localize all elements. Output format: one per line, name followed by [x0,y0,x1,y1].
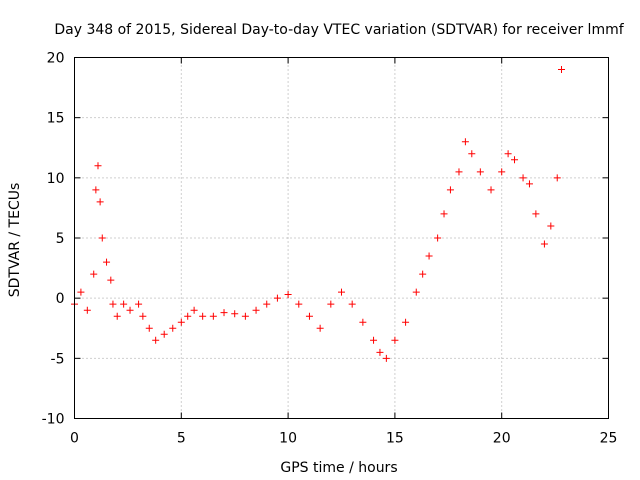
data-point [126,306,134,314]
data-point [220,309,228,317]
data-point [77,288,85,296]
x-tick-label: 5 [177,431,186,447]
data-point [519,174,527,182]
data-point [94,162,102,170]
data-point [412,288,420,296]
data-point [305,312,313,320]
data-point [231,310,239,318]
data-point [525,180,533,188]
data-point [446,186,454,194]
data-point [359,318,367,326]
data-series [71,66,566,362]
data-point [145,324,153,332]
data-point [455,168,463,176]
grid-lines [74,57,609,419]
data-point [338,288,345,296]
y-tick-label: 10 [47,171,65,187]
data-point [382,354,390,362]
x-tick-label: 20 [493,431,511,447]
data-point [169,324,177,332]
x-axis-label: GPS time / hours [280,460,397,476]
x-tick-label: 10 [279,431,297,447]
data-point [120,300,128,308]
data-point [98,234,106,242]
data-point [160,330,168,338]
y-tick-label: 20 [47,51,65,67]
data-point [107,276,115,284]
data-point [177,318,185,326]
data-point [402,318,410,326]
data-point [284,291,292,299]
data-point [440,210,448,218]
data-point [190,306,198,314]
data-point [498,168,506,176]
data-point [504,150,512,158]
data-point [468,150,476,158]
data-point [252,306,260,314]
x-tick-label: 25 [600,431,618,447]
data-point [327,300,335,308]
data-point [103,258,111,266]
data-point [540,240,548,248]
data-point [113,312,121,320]
data-point [109,300,117,308]
data-point [263,300,271,308]
y-axis-label: SDTVAR / TECUs [7,183,23,298]
chart-title: Day 348 of 2015, Sidereal Day-to-day VTE… [54,22,624,38]
data-point [434,234,442,242]
y-tick-label: -10 [42,412,65,428]
data-point [96,198,104,206]
y-tick-label: 5 [56,231,65,247]
data-point [370,336,378,344]
data-point [241,312,249,320]
x-tick-label: 0 [70,431,79,447]
y-tick-label: 15 [47,111,65,127]
data-point [476,168,484,176]
y-tick-label: 0 [56,291,65,307]
data-point [209,312,217,320]
data-point [553,174,561,182]
data-point [425,252,433,260]
data-point [139,312,147,320]
data-point [511,156,519,164]
data-point [83,306,91,314]
y-tick-label: -5 [51,351,65,367]
data-point [419,270,427,278]
data-point [487,186,495,194]
data-point [90,270,98,278]
data-point [376,348,384,356]
data-point [92,186,100,194]
data-point [295,300,303,308]
tick-labels: 0 5 10 15 20 25 -10 -5 0 5 10 15 20 [42,51,618,447]
data-point [199,312,207,320]
data-point [135,300,143,308]
data-point [547,222,555,230]
x-tick-label: 15 [386,431,404,447]
data-point [273,294,281,302]
data-point [461,138,469,146]
data-point [348,300,356,308]
data-point [532,210,540,218]
data-point [391,336,399,344]
data-point [184,312,192,320]
data-point [558,66,566,74]
data-point [152,336,160,344]
data-point [316,324,324,332]
plot-frame [74,57,609,419]
